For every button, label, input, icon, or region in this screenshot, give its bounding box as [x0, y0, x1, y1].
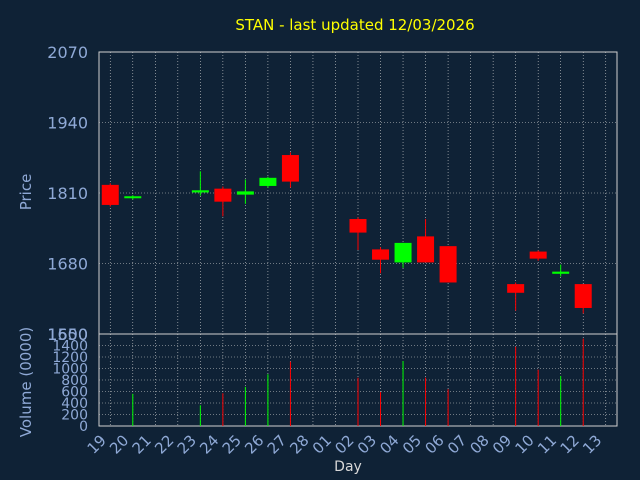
candle-body	[214, 188, 232, 202]
candle-body	[281, 155, 299, 182]
volume-tick-label: 1400	[52, 339, 88, 355]
price-tick-label: 2070	[47, 43, 88, 62]
candle-body	[507, 284, 525, 293]
volume-tick-label: 800	[61, 373, 88, 389]
volume-tick-label: 1200	[52, 350, 88, 366]
price-tick-label: 1680	[47, 255, 88, 274]
volume-axis-label: Volume (0000)	[17, 327, 35, 437]
volume-tick-label: 0	[79, 419, 88, 435]
price-tick-label: 1810	[47, 184, 88, 203]
candle-body	[574, 284, 592, 308]
candle-body	[101, 184, 119, 205]
price-tick-label: 1940	[47, 114, 88, 133]
candle-body	[236, 191, 254, 195]
price-grid	[98, 51, 618, 335]
price-y-ticks: 2070 1940 1810 1680 1550	[47, 43, 88, 344]
candle-body	[259, 177, 277, 186]
volume-tick-label: 1600	[47, 325, 88, 344]
candle-body	[124, 196, 142, 199]
candle-body	[191, 190, 209, 193]
price-tick-label: 1550	[47, 325, 88, 344]
candle-body	[372, 249, 390, 260]
x-tick-label: 13	[579, 431, 605, 457]
candle-body	[552, 271, 570, 274]
chart-title: STAN - last updated 12/03/2026	[235, 16, 474, 34]
price-axis-label: Price	[17, 174, 35, 211]
candle-body	[439, 246, 457, 283]
volume-tick-label: 600	[61, 385, 88, 401]
volume-bars	[132, 338, 584, 426]
candle-body	[349, 219, 367, 233]
x-axis-label: Day	[334, 459, 362, 475]
x-ticks: 1920212223242526272801020304050607080910…	[84, 431, 606, 457]
volume-tick-label: 1000	[52, 362, 88, 378]
candle-body	[394, 242, 412, 263]
candles	[101, 152, 592, 314]
volume-tick-label: 400	[61, 396, 88, 412]
candle-body	[417, 236, 435, 263]
candle-body	[529, 251, 547, 259]
volume-tick-label: 200	[61, 408, 88, 424]
